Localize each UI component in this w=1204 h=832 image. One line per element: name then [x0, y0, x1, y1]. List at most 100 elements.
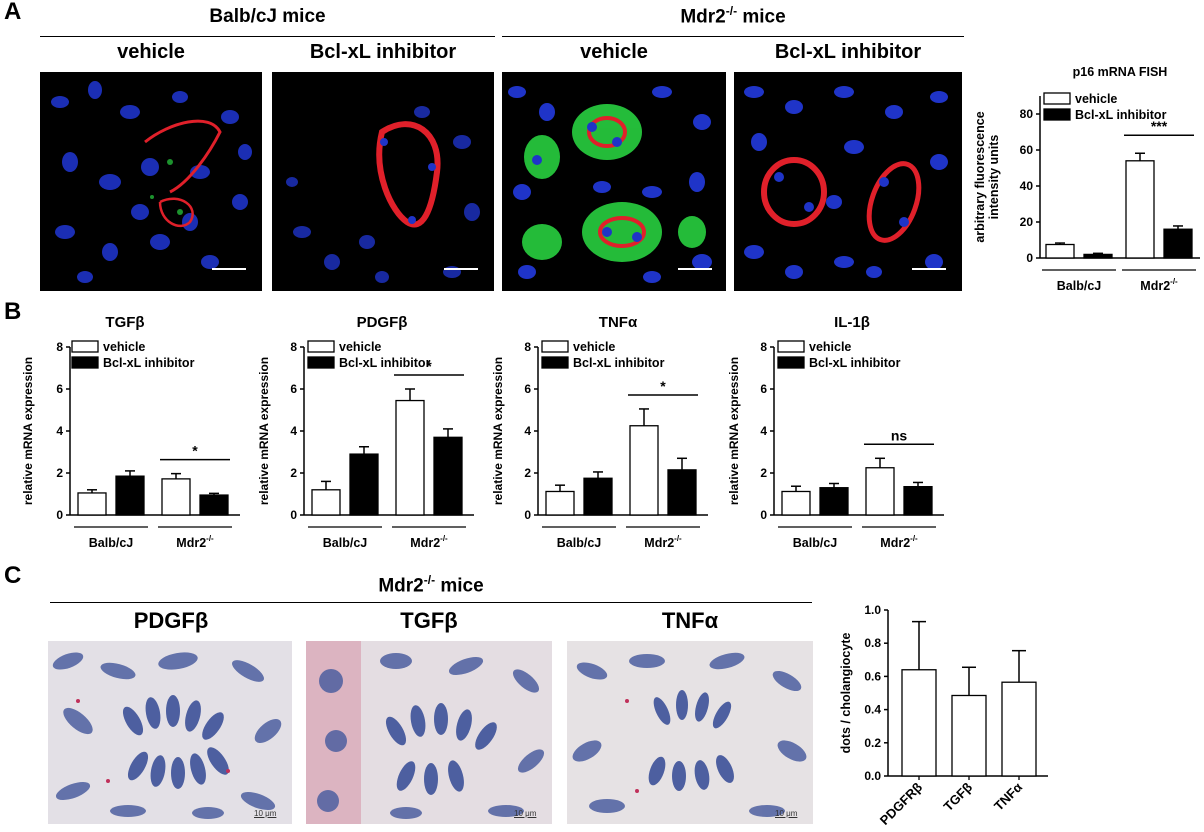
group-label: Mdr2-/-: [410, 534, 448, 550]
legend-swatch: [1043, 108, 1071, 121]
legend-label: vehicle: [1075, 92, 1117, 106]
chart-il1b: IL-1β 0 2 4 6 8 relative mRNA expression vehicl…: [727, 314, 944, 550]
y-axis-label: relative mRNA expression: [257, 357, 271, 505]
chart-pdgfb: PDGFβ 0 2 4 6 8 relative mRNA expression vehicl…: [257, 314, 474, 550]
y-tick-label: 6: [290, 382, 297, 396]
y-tick-label: 8: [290, 340, 297, 354]
chart-title: p16 mRNA FISH: [1073, 65, 1168, 79]
image-label-a2: Bcl-xL inhibitor: [309, 41, 457, 63]
bar: [865, 467, 895, 516]
legend-swatch: [1043, 92, 1071, 105]
y-tick-label: 4: [290, 424, 297, 438]
y-tick-label: 2: [290, 466, 297, 480]
y-tick-label: 60: [1020, 143, 1034, 157]
legend-swatch: [307, 356, 335, 369]
chart-tgfb: TGFβ 0 2 4 6 8 relative mRNA expression vehicle…: [21, 314, 240, 550]
group-title-mdr2-main: Mdr2: [680, 6, 726, 28]
scale-label-c1: 10 μm: [254, 809, 277, 818]
ish-image-tnfa: 10 μm: [567, 641, 813, 824]
panel-b-letter: B: [4, 298, 22, 325]
chart-title: IL-1β: [834, 314, 870, 331]
y-tick-label: 6: [760, 382, 767, 396]
y-tick-label: 2: [524, 466, 531, 480]
y-tick-label: 1.0: [864, 603, 881, 617]
y-tick-label: 4: [524, 424, 531, 438]
legend-label: vehicle: [573, 340, 615, 354]
bar: [349, 453, 379, 516]
y-axis-label: dots / cholangiocyte: [839, 633, 853, 754]
ish-image-tgfb: 10 μm: [306, 641, 552, 824]
y-tick-label: 0.8: [864, 636, 881, 650]
bar: [545, 490, 575, 516]
scale-bar-a3: [678, 268, 712, 270]
ish-image-tnfa-svg: [572, 652, 807, 817]
legend-label: vehicle: [809, 340, 851, 354]
group-label: Balb/cJ: [89, 536, 134, 550]
group-title-balbc: Balb/cJ mice: [40, 6, 495, 28]
micrograph-balbc-bcl-svg: [286, 106, 480, 283]
legend-swatch: [777, 340, 805, 353]
bar: [667, 469, 697, 516]
group-title-mdr2-sup: -/-: [725, 4, 738, 18]
y-tick-label: 0: [290, 508, 297, 522]
bar: [629, 425, 659, 516]
legend-swatch: [71, 340, 99, 353]
bar: [115, 475, 145, 516]
group-label: Balb/cJ: [323, 536, 368, 550]
y-tick-label: 2: [56, 466, 63, 480]
micrograph-balbc-vehicle-svg: [51, 81, 252, 283]
panel-a-letter: A: [4, 0, 22, 25]
y-tick-label: 0.2: [864, 736, 881, 750]
group-label: Mdr2-/-: [880, 534, 918, 550]
significance-label: *: [660, 378, 666, 394]
significance-label: *: [192, 443, 198, 459]
y-tick-label: 6: [56, 382, 63, 396]
image-label-a3: vehicle: [580, 41, 648, 63]
bar: [77, 492, 107, 516]
group-title-c-main: Mdr2: [378, 575, 424, 597]
group-title-c-sup: -/-: [423, 573, 436, 587]
legend-label: Bcl-xL inhibitor: [103, 356, 195, 370]
group-label: Mdr2-/-: [644, 534, 682, 550]
bar: [819, 487, 849, 516]
image-label-c1: PDGFβ: [133, 608, 209, 633]
y-axis-label: relative mRNA expression: [727, 357, 741, 505]
significance-label: ns: [891, 427, 908, 443]
legend-swatch: [307, 340, 335, 353]
y-tick-label: 4: [56, 424, 63, 438]
scale-bar-a4: [912, 268, 946, 270]
y-tick-label: 0: [524, 508, 531, 522]
bar: [433, 436, 463, 516]
y-tick-label: 0: [760, 508, 767, 522]
panel-c-letter: C: [4, 562, 22, 589]
x-tick-label: TGFβ: [941, 779, 976, 814]
legend-label: vehicle: [339, 340, 381, 354]
y-tick-label: 4: [760, 424, 767, 438]
significance-label: ***: [1151, 118, 1168, 134]
group-label: Balb/cJ: [1057, 279, 1102, 293]
group-label: Balb/cJ: [793, 536, 838, 550]
bar: [161, 478, 191, 516]
scale-label-c3: 10 μm: [775, 809, 798, 818]
image-label-c3: TNFα: [661, 608, 719, 633]
y-tick-label: 0.6: [864, 669, 881, 683]
bar: [1045, 243, 1075, 259]
group-label: Mdr2-/-: [176, 534, 214, 550]
y-axis-label: relative mRNA expression: [21, 357, 35, 505]
y-axis-label: arbitrary fluorescenceintensity units: [973, 111, 1001, 242]
micrograph-mdr2-vehicle: [502, 72, 726, 291]
legend-swatch: [541, 340, 569, 353]
y-tick-label: 8: [56, 340, 63, 354]
bar: [311, 489, 341, 516]
chart-dots-per-cholangiocyte: 0.0 0.2 0.4 0.6 0.8 1.0 dots / cholangiocyte PD…: [839, 603, 1048, 828]
group-title-balbc-text: Balb/cJ mice: [209, 6, 326, 27]
image-label-a1: vehicle: [117, 41, 185, 63]
y-tick-label: 80: [1020, 107, 1034, 121]
bar: [395, 399, 425, 516]
y-tick-label: 8: [524, 340, 531, 354]
y-tick-label: 6: [524, 382, 531, 396]
group-label: Mdr2-/-: [1140, 277, 1178, 293]
chart-title: PDGFβ: [357, 314, 408, 331]
y-tick-label: 0.0: [864, 769, 881, 783]
bar: [903, 485, 933, 516]
